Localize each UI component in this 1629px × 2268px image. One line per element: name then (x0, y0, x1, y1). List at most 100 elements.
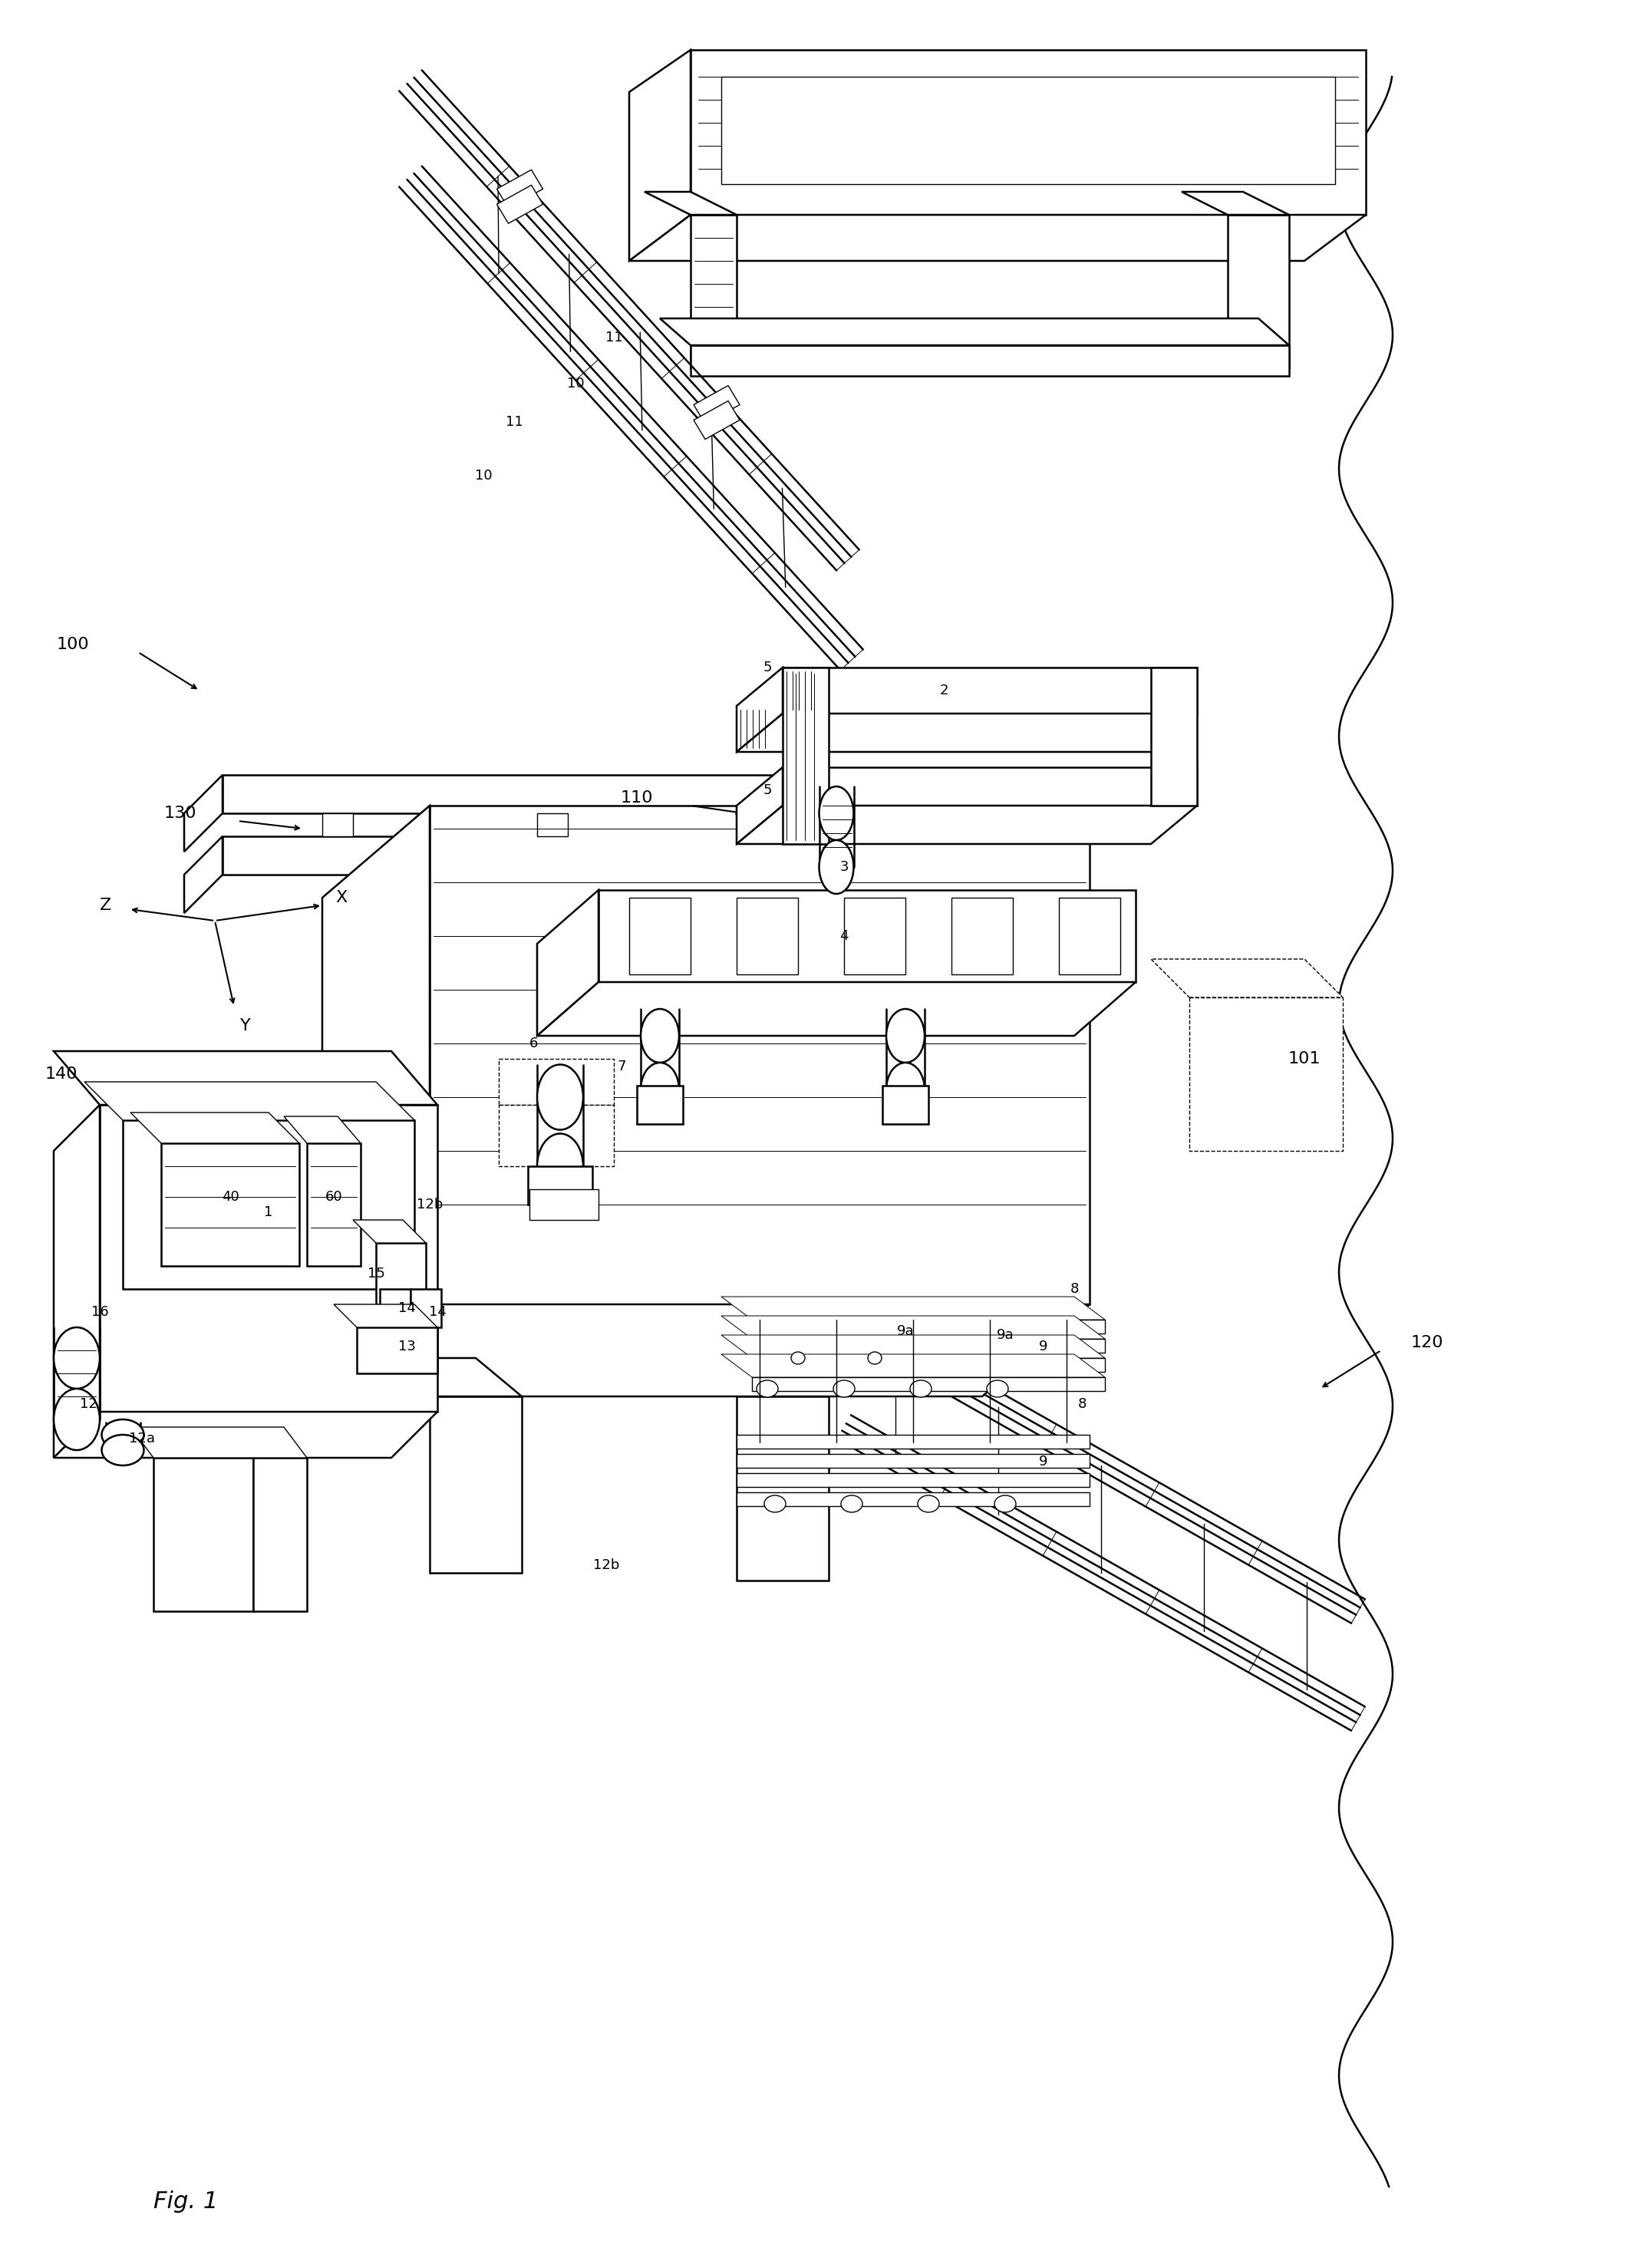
Text: 1: 1 (264, 1204, 274, 1220)
Polygon shape (529, 1188, 598, 1220)
Polygon shape (753, 1320, 1104, 1334)
Polygon shape (736, 898, 798, 975)
Polygon shape (430, 805, 1090, 1304)
Polygon shape (691, 345, 1289, 376)
Text: 110: 110 (621, 789, 653, 805)
Polygon shape (598, 889, 1135, 982)
Polygon shape (99, 1105, 437, 1411)
Polygon shape (722, 1336, 1104, 1359)
Text: Fig. 1: Fig. 1 (153, 2191, 218, 2214)
Text: 12b: 12b (417, 1198, 443, 1211)
Ellipse shape (841, 1495, 862, 1513)
Polygon shape (1189, 998, 1342, 1150)
Polygon shape (753, 1338, 1104, 1352)
Polygon shape (153, 1458, 252, 1610)
Polygon shape (722, 1354, 1104, 1377)
Polygon shape (497, 186, 542, 225)
Polygon shape (722, 77, 1336, 184)
Text: 60: 60 (326, 1191, 342, 1204)
Polygon shape (736, 1436, 1090, 1449)
Text: 9: 9 (1039, 1340, 1047, 1354)
Ellipse shape (792, 1352, 805, 1363)
Ellipse shape (764, 1495, 785, 1513)
Ellipse shape (994, 1495, 1016, 1513)
Polygon shape (497, 170, 542, 209)
Polygon shape (753, 1359, 1104, 1372)
Polygon shape (538, 814, 569, 837)
Ellipse shape (640, 1064, 679, 1116)
Polygon shape (629, 50, 691, 261)
Polygon shape (691, 215, 736, 367)
Polygon shape (782, 767, 1197, 805)
Text: 100: 100 (57, 637, 90, 653)
Polygon shape (736, 1397, 829, 1581)
Ellipse shape (640, 1009, 679, 1064)
Text: 14: 14 (428, 1304, 446, 1320)
Polygon shape (85, 1082, 414, 1120)
Text: 9: 9 (1039, 1454, 1047, 1467)
Text: 120: 120 (1411, 1336, 1443, 1349)
Text: 9a: 9a (896, 1325, 914, 1338)
Polygon shape (334, 1304, 437, 1327)
Text: 14: 14 (397, 1302, 415, 1315)
Polygon shape (54, 1411, 437, 1458)
Polygon shape (306, 1143, 360, 1266)
Ellipse shape (819, 839, 854, 894)
Ellipse shape (538, 1134, 583, 1200)
Polygon shape (1228, 215, 1289, 367)
Ellipse shape (987, 1381, 1008, 1397)
Polygon shape (782, 667, 1197, 714)
Polygon shape (629, 898, 691, 975)
Ellipse shape (101, 1420, 143, 1449)
Polygon shape (753, 1377, 1104, 1390)
Polygon shape (629, 215, 1365, 261)
Ellipse shape (538, 1064, 583, 1129)
Polygon shape (498, 1105, 614, 1166)
Polygon shape (130, 1427, 306, 1458)
Text: 9a: 9a (997, 1329, 1013, 1343)
Text: 5: 5 (762, 660, 772, 674)
Ellipse shape (819, 787, 854, 839)
Polygon shape (736, 805, 1197, 844)
Text: 8: 8 (1070, 1281, 1078, 1295)
Text: 4: 4 (839, 930, 849, 943)
Ellipse shape (911, 1381, 932, 1397)
Text: 8: 8 (1077, 1397, 1087, 1411)
Polygon shape (1181, 193, 1289, 215)
Polygon shape (353, 1220, 425, 1243)
Polygon shape (184, 776, 223, 853)
Text: 11: 11 (505, 415, 523, 429)
Ellipse shape (868, 1352, 881, 1363)
Polygon shape (736, 1454, 1090, 1467)
Text: 12b: 12b (593, 1558, 619, 1572)
Polygon shape (722, 1315, 1104, 1338)
Polygon shape (498, 1059, 614, 1105)
Polygon shape (380, 1288, 411, 1327)
Text: X: X (336, 889, 347, 905)
Polygon shape (951, 898, 1013, 975)
Polygon shape (736, 667, 782, 753)
Ellipse shape (54, 1327, 99, 1388)
Polygon shape (753, 814, 782, 837)
Polygon shape (736, 767, 782, 844)
Polygon shape (283, 1116, 360, 1143)
Polygon shape (54, 1105, 99, 1458)
Polygon shape (736, 1492, 1090, 1506)
Text: 101: 101 (1289, 1050, 1321, 1066)
Polygon shape (357, 1327, 437, 1374)
Text: Z: Z (99, 898, 112, 914)
Text: 40: 40 (222, 1191, 239, 1204)
Ellipse shape (886, 1064, 925, 1116)
Polygon shape (782, 667, 829, 844)
Polygon shape (691, 50, 1365, 215)
Polygon shape (323, 805, 430, 1397)
Polygon shape (637, 1086, 683, 1125)
Text: 12: 12 (80, 1397, 98, 1411)
Polygon shape (736, 1474, 1090, 1488)
Ellipse shape (54, 1388, 99, 1449)
Text: 13: 13 (397, 1340, 415, 1354)
Polygon shape (528, 1166, 593, 1204)
Polygon shape (1152, 667, 1197, 805)
Polygon shape (122, 1120, 414, 1288)
Text: 140: 140 (46, 1066, 78, 1082)
